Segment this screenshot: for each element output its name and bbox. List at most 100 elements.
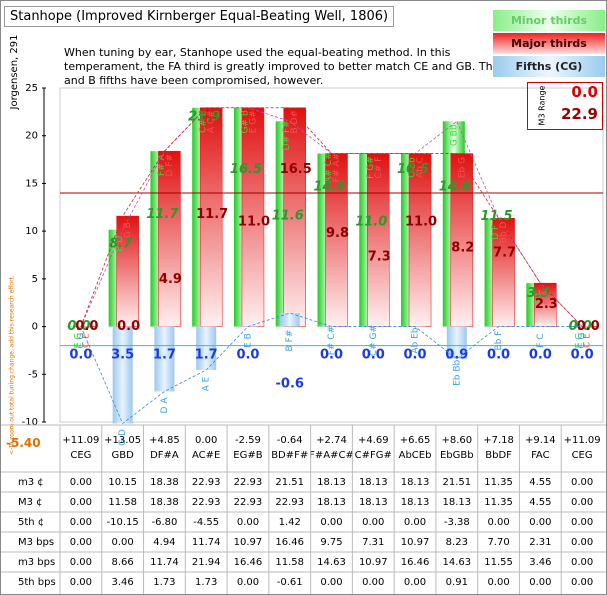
table-cell: 3.46 (112, 577, 134, 588)
legend-entry: Major thirds (493, 33, 605, 54)
y-tick-label: -10 (22, 417, 38, 428)
data-label: 16.5 (230, 162, 262, 177)
table-cell: 0.00 (237, 517, 259, 528)
y-tick-label: 10 (25, 226, 38, 237)
row-label: 5th ¢ (18, 517, 44, 528)
range-max: 22.9 (560, 105, 598, 123)
bar (446, 326, 467, 359)
y-tick-label: 15 (25, 178, 38, 189)
side-note: <-To zoom out total tuning change, add t… (9, 275, 16, 455)
table-cell: 1.73 (195, 577, 217, 588)
table-cell: 0.00 (112, 537, 134, 548)
note-label: A C (533, 289, 543, 304)
x-tick-label: F#A#C# (309, 450, 354, 461)
table-cell: 16.46 (275, 537, 304, 548)
x-tick-label: C#FG# (355, 450, 392, 461)
data-label: 11.7 (196, 207, 228, 222)
table-cell: 18.38 (150, 497, 179, 508)
note-label: C# E (199, 110, 209, 133)
bar (196, 326, 217, 370)
change-label: +4.69 (358, 435, 389, 446)
table-cell: 11.55 (484, 557, 513, 568)
row-label: m3 ¢ (18, 477, 44, 488)
note-label: E G# (248, 110, 258, 133)
data-label: 11.0 (405, 214, 437, 229)
note-label: D F# (165, 154, 175, 177)
table-cell: 10.97 (234, 537, 263, 548)
note-label: Eb Bb (452, 359, 462, 385)
note-label: C E (81, 333, 91, 348)
y-tick-label: -5 (28, 369, 38, 380)
note-label: F# A (157, 153, 167, 176)
row-label: M3 bps (18, 537, 54, 548)
table-cell: 0.00 (571, 577, 593, 588)
bar (321, 326, 342, 328)
table-cell: 0.00 (70, 577, 92, 588)
table-cell: 4.55 (529, 477, 551, 488)
table-cell: 11.74 (192, 537, 221, 548)
table-cell: 0.00 (571, 497, 593, 508)
y-tick-label: 0 (32, 322, 38, 333)
range-min: 0.0 (571, 83, 598, 101)
note-label: G# B (240, 110, 250, 134)
y-axis-label: Jorgensen, 291 (9, 35, 20, 111)
note-label: D F (491, 225, 501, 240)
data-label: 0.0 (320, 348, 343, 363)
table-cell: 16.46 (401, 557, 430, 568)
note-label: F# A# (332, 153, 342, 182)
legend-entry: Fifths (CG) (493, 56, 605, 77)
row-label: 5th bps (18, 577, 56, 588)
change-label: +6.65 (400, 435, 431, 446)
trend-line (80, 312, 583, 425)
y-tick-label: 20 (25, 131, 38, 142)
table-cell: 18.13 (359, 497, 388, 508)
data-label: 0.0 (571, 348, 594, 363)
bar (530, 326, 551, 328)
note-label: B F# (285, 330, 295, 352)
data-label: 0.0 (69, 348, 92, 363)
data-label: 7.3 (368, 249, 391, 264)
table-cell: -0.61 (277, 577, 303, 588)
table-cell: 0.00 (362, 517, 384, 528)
data-label: -0.6 (276, 376, 304, 391)
data-label: 7.7 (493, 246, 516, 261)
data-label: 11.6 (272, 209, 304, 224)
data-label: 11.0 (355, 214, 387, 229)
data-label: 0.0 (487, 348, 510, 363)
change-label: +4.85 (149, 435, 180, 446)
table-cell: 22.93 (234, 497, 263, 508)
data-label: 1.7 (153, 348, 176, 363)
table-cell: 22.93 (234, 477, 263, 488)
trend-line (80, 107, 583, 327)
data-label: 0.0 (529, 348, 552, 363)
table-cell: 14.63 (442, 557, 471, 568)
table-cell: 0.00 (529, 517, 551, 528)
table-cell: 0.00 (70, 477, 92, 488)
table-cell: 18.38 (150, 477, 179, 488)
note-label: A# C# (324, 152, 334, 182)
table-cell: 0.00 (70, 537, 92, 548)
data-label: 11.5 (481, 209, 513, 224)
data-label: 21.9 (188, 110, 220, 125)
note-label: C E (583, 333, 593, 348)
data-label: 0.9 (445, 348, 468, 363)
data-label: 8.2 (451, 241, 474, 256)
table-cell: -6.80 (151, 517, 177, 528)
note-label: Ab Eb (411, 327, 421, 353)
data-label: 16.5 (280, 162, 312, 177)
change-label: -0.64 (277, 435, 303, 446)
change-label: +13.05 (104, 435, 141, 446)
table-cell: 0.00 (529, 577, 551, 588)
table-cell: 18.13 (401, 497, 430, 508)
table-cell: 0.00 (571, 477, 593, 488)
table-cell: 0.00 (404, 517, 426, 528)
table-cell: -4.55 (193, 517, 219, 528)
bar (283, 107, 306, 327)
table-cell: 0.00 (571, 557, 593, 568)
m3-range: M3 Range 0.0 22.9 (527, 82, 603, 130)
bar (279, 313, 300, 327)
data-label: 2.3 (535, 297, 558, 312)
table-cell: 22.93 (192, 497, 221, 508)
table-cell: 2.31 (529, 537, 551, 548)
